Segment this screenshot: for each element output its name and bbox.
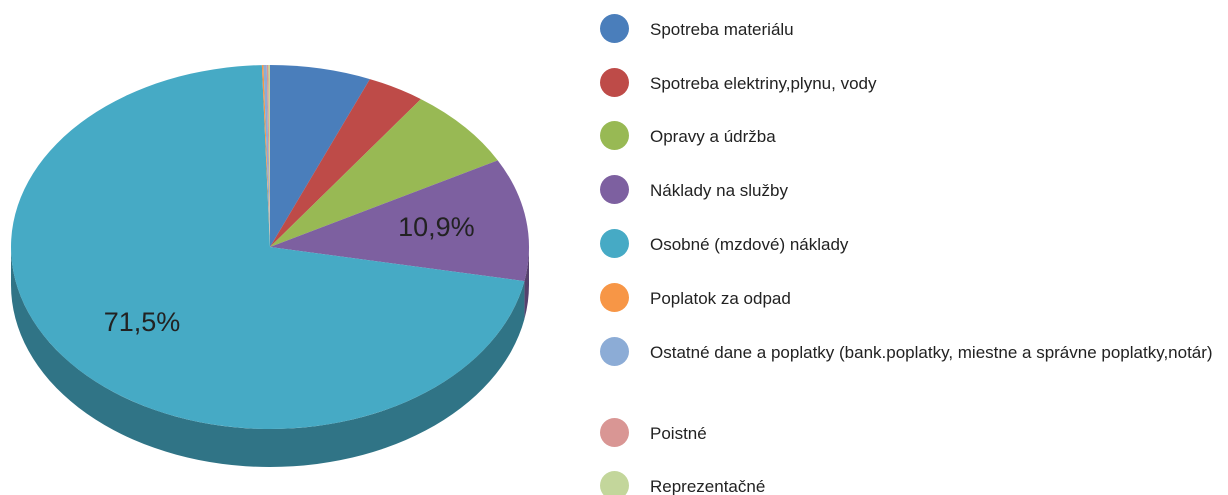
legend-label: Spotreba materiálu xyxy=(650,20,794,39)
pie-slice xyxy=(270,65,370,247)
legend-swatch xyxy=(600,14,629,43)
pie-slice xyxy=(11,65,525,430)
legend-item: Opravy a údržba xyxy=(600,121,1228,150)
legend-label: Osobné (mzdové) náklady xyxy=(650,235,849,254)
pie: 10,9% 71,5% xyxy=(11,65,529,468)
legend-item: Poplatok za odpad xyxy=(600,283,1228,312)
pie-slice xyxy=(266,65,270,247)
legend-label: Náklady na služby xyxy=(650,181,788,200)
data-label: 10,9% xyxy=(398,212,475,242)
pie-side xyxy=(524,247,529,320)
pie-slice xyxy=(270,79,421,247)
pie-slice xyxy=(261,65,270,247)
legend-swatch xyxy=(600,337,629,366)
pie-side xyxy=(11,247,525,468)
legend-item: Spotreba materiálu xyxy=(600,14,1228,43)
legend-label: Reprezentačné xyxy=(650,477,766,495)
pie-slice xyxy=(270,160,529,282)
pie-slice xyxy=(263,65,270,247)
legend-label: Ostatné dane a poplatky (bank.poplatky, … xyxy=(650,343,1213,362)
legend-swatch xyxy=(600,229,629,258)
pie-slice xyxy=(270,99,498,247)
legend-label: Opravy a údržba xyxy=(650,127,776,146)
pie-slice xyxy=(268,65,270,247)
legend-item: Poistné xyxy=(600,418,1228,447)
legend-label: Poplatok za odpad xyxy=(650,289,791,308)
legend-swatch xyxy=(600,471,629,495)
legend-item: Náklady na služby xyxy=(600,175,1228,204)
legend-item: Osobné (mzdové) náklady xyxy=(600,229,1228,258)
legend-swatch xyxy=(600,418,629,447)
legend-item: Ostatné dane a poplatky (bank.poplatky, … xyxy=(600,337,1228,366)
legend-label: Poistné xyxy=(650,424,707,443)
legend-item: Spotreba elektriny,plynu, vody xyxy=(600,68,1228,97)
legend-swatch xyxy=(600,283,629,312)
legend-swatch xyxy=(600,121,629,150)
legend-swatch xyxy=(600,175,629,204)
legend-label: Spotreba elektriny,plynu, vody xyxy=(650,74,877,93)
legend-item: Reprezentačné xyxy=(600,471,1228,495)
legend-swatch xyxy=(600,68,629,97)
data-label: 71,5% xyxy=(104,307,181,337)
